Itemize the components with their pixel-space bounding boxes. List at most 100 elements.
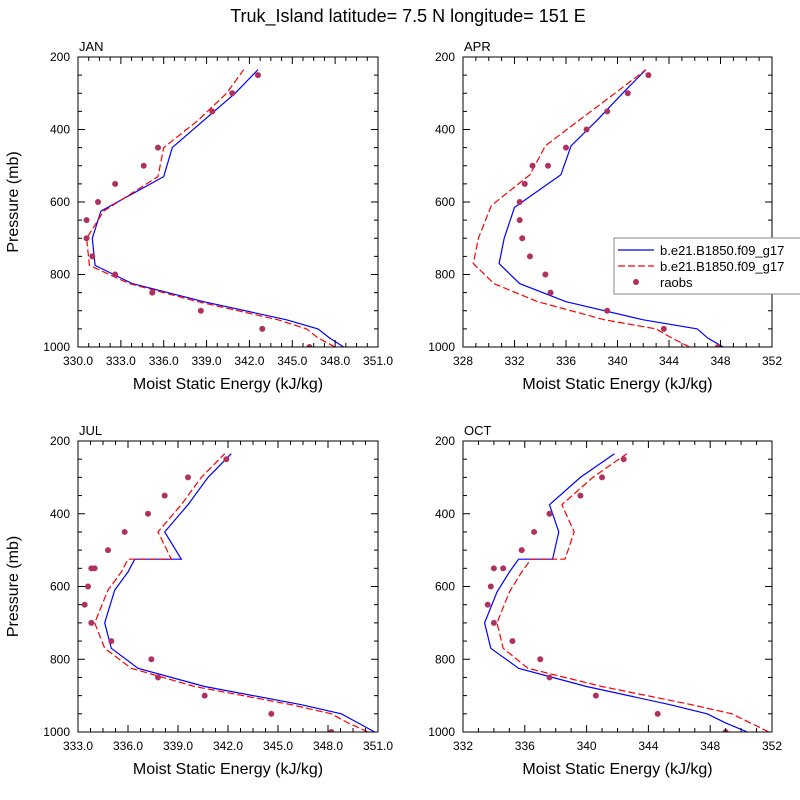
legend-label: b.e21.B1850.f09_g17 <box>660 243 784 258</box>
x-tick-label: 336 <box>515 739 535 753</box>
x-tick-label: 344 <box>638 739 658 753</box>
raobs-point <box>201 692 208 699</box>
series-group <box>483 453 770 732</box>
x-tick-label: 339.0 <box>192 354 222 368</box>
series-line-solid <box>498 69 724 347</box>
raobs-point <box>255 72 261 79</box>
x-tick-label: 339.0 <box>163 739 193 753</box>
y-tick-label: 400 <box>435 507 455 521</box>
panel-title: APR <box>464 39 491 54</box>
raobs-point <box>519 235 526 242</box>
y-tick-label: 1000 <box>43 340 70 354</box>
raobs-point <box>108 638 115 645</box>
y-tick-label: 1000 <box>428 340 455 354</box>
raobs-point <box>592 692 599 699</box>
series-line-dashed <box>496 453 770 732</box>
y-tick-label: 600 <box>50 580 70 594</box>
y-tick-label: 400 <box>435 123 455 137</box>
series-line-dashed <box>472 69 690 347</box>
raobs-point <box>526 253 533 260</box>
series-line-dashed <box>85 69 336 347</box>
raobs-point <box>197 307 204 314</box>
raobs-point <box>516 199 523 205</box>
raobs-point <box>654 710 661 717</box>
raobs-point <box>604 307 611 314</box>
y-tick-label: 600 <box>50 195 70 209</box>
raobs-point <box>521 180 528 187</box>
plot-frame <box>462 56 773 348</box>
series-group <box>81 453 375 732</box>
raobs-point <box>563 144 569 151</box>
raobs-point <box>604 108 611 115</box>
x-axis-label: Moist Static Energy (kJ/kg) <box>133 376 323 393</box>
raobs-point <box>83 235 90 242</box>
raobs-point <box>529 162 536 169</box>
y-tick-label: 800 <box>435 268 455 282</box>
x-tick-label: 336.0 <box>113 739 143 753</box>
x-tick-label: 336 <box>556 354 576 368</box>
x-tick-label: 332 <box>504 354 524 368</box>
x-tick-label: 351.0 <box>363 739 393 753</box>
y-tick-label: 600 <box>435 580 455 594</box>
y-tick-label: 400 <box>50 123 70 137</box>
plot-frame <box>77 56 379 348</box>
raobs-point <box>547 289 554 296</box>
x-tick-label: 328 <box>453 354 473 368</box>
raobs-point <box>223 456 230 463</box>
raobs-point <box>509 638 516 645</box>
raobs-point <box>714 344 721 347</box>
x-tick-label: 352 <box>762 739 782 753</box>
x-tick-label: 340 <box>607 354 627 368</box>
legend-label: raobs <box>660 275 693 290</box>
y-tick-label: 1000 <box>43 725 70 739</box>
raobs-point <box>518 547 525 554</box>
raobs-point <box>487 583 494 590</box>
raobs-point <box>516 217 523 224</box>
series-line-solid <box>104 453 375 732</box>
raobs-point <box>620 456 627 463</box>
legend-label: b.e21.B1850.f09_g17 <box>660 259 784 274</box>
legend-marker <box>633 279 639 285</box>
raobs-point <box>577 492 584 499</box>
panel-title: JAN <box>79 39 104 54</box>
raobs-point <box>81 601 88 608</box>
x-axis-label: Moist Static Energy (kJ/kg) <box>522 761 712 778</box>
raobs-point <box>91 565 98 572</box>
x-tick-label: 348.0 <box>313 739 343 753</box>
raobs-point <box>268 710 275 717</box>
raobs-point <box>145 510 151 517</box>
raobs-point <box>112 180 119 187</box>
raobs-point <box>83 217 90 224</box>
y-axis-label: Pressure (mb) <box>5 536 22 637</box>
x-tick-label: 345.0 <box>263 739 293 753</box>
raobs-point <box>95 199 101 205</box>
raobs-point <box>546 510 553 517</box>
x-axis-label: Moist Static Energy (kJ/kg) <box>522 376 712 393</box>
raobs-point <box>645 72 652 79</box>
panel-jul: 333.0 336.0 339.0 342.0 345.0 348.0 351.0 200 40… <box>5 423 393 778</box>
raobs-point <box>155 674 161 681</box>
series-line-dashed <box>94 453 369 732</box>
raobs-point <box>490 565 497 572</box>
raobs-point <box>105 547 111 554</box>
raobs-point <box>624 90 631 97</box>
raobs-point <box>209 108 216 115</box>
x-tick-label: 342.0 <box>213 739 243 753</box>
x-axis-label: Moist Static Energy (kJ/kg) <box>133 761 323 778</box>
x-tick-label: 336.0 <box>149 354 179 368</box>
y-tick-label: 800 <box>50 268 70 282</box>
raobs-point <box>88 619 95 626</box>
raobs-point <box>149 289 156 296</box>
raobs-point <box>531 528 538 535</box>
panel-oct: 332 336 340 344 348 352 200 400 600 800 1000 OCT Moi… <box>428 423 782 778</box>
x-tick-label: 348 <box>700 739 720 753</box>
figure-title: Truk_Island latitude= 7.5 N longitude= 1… <box>230 6 586 27</box>
panel-jan: 330.0 333.0 336.0 339.0 342.0 345.0 348.0 351.0… <box>5 39 393 393</box>
x-tick-label: 340 <box>577 739 597 753</box>
plot-frame <box>77 440 379 733</box>
x-tick-label: 345.0 <box>277 354 307 368</box>
series-line-solid <box>91 69 345 347</box>
raobs-point <box>537 656 544 663</box>
raobs-point <box>328 729 335 732</box>
raobs-point <box>660 325 667 332</box>
